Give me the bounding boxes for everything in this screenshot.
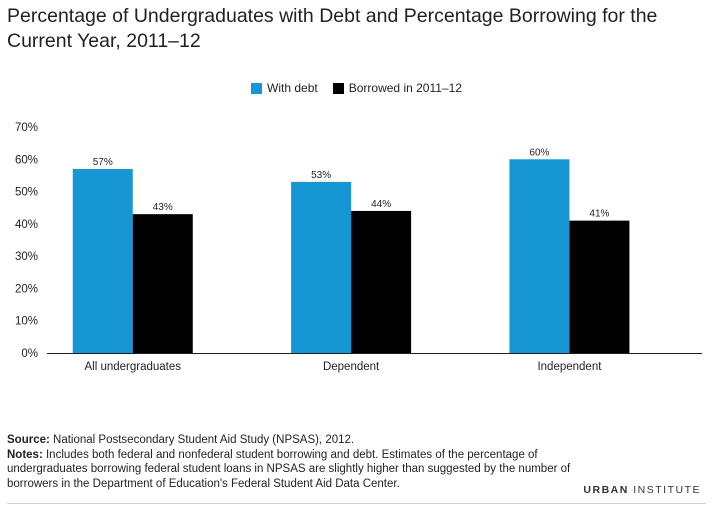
x-category-label: All undergraduates	[84, 361, 181, 373]
bar	[569, 220, 630, 353]
logo-word-urban: URBAN	[583, 484, 629, 496]
bar	[132, 214, 193, 353]
source-label: Source:	[7, 434, 50, 446]
legend-item-with-debt: With debt	[251, 81, 318, 95]
y-tick-label: 10%	[15, 316, 38, 328]
y-tick-label: 60%	[15, 154, 38, 166]
chart-title: Percentage of Undergraduates with Debt a…	[7, 5, 658, 52]
y-tick-label: 30%	[15, 251, 38, 263]
bar-chart: 0% 10% 20% 30% 40% 50% 60% 70% 57% 43% All undergr…	[15, 122, 702, 373]
bar	[351, 210, 412, 353]
bar-data-label: 44%	[371, 199, 391, 210]
legend-swatch-borrowed	[332, 82, 344, 94]
bar-data-label: 57%	[93, 157, 113, 168]
footer-divider	[7, 503, 706, 504]
chart-footnotes: Source: National Postsecondary Student A…	[7, 433, 607, 491]
bar	[72, 168, 133, 353]
y-tick-label: 50%	[15, 187, 38, 199]
bar	[291, 181, 352, 353]
y-tick-label: 70%	[15, 122, 38, 134]
logo-word-institute: INSTITUTE	[633, 484, 701, 496]
notes-text: Includes both federal and nonfederal stu…	[7, 448, 571, 490]
source-text: National Postsecondary Student Aid Study…	[53, 434, 355, 446]
urban-institute-logo: URBAN INSTITUTE	[583, 484, 701, 496]
legend-swatch-with-debt	[251, 82, 263, 94]
bar-data-label: 53%	[311, 170, 331, 181]
legend-item-borrowed: Borrowed in 2011–12	[332, 81, 462, 95]
bar	[509, 159, 570, 353]
notes-line: Notes: Includes both federal and nonfede…	[7, 448, 607, 492]
x-category-label: Dependent	[323, 361, 380, 373]
chart-legend: With debt Borrowed in 2011–12	[0, 81, 713, 95]
source-line: Source: National Postsecondary Student A…	[7, 433, 607, 448]
legend-label-with-debt: With debt	[267, 81, 318, 95]
y-tick-label: 40%	[15, 219, 38, 231]
legend-label-borrowed: Borrowed in 2011–12	[348, 81, 462, 95]
x-category-label: Independent	[537, 361, 602, 373]
y-tick-label: 20%	[15, 283, 38, 295]
y-tick-label: 0%	[21, 348, 38, 360]
notes-label: Notes:	[7, 448, 43, 461]
bar-data-label: 60%	[529, 147, 549, 158]
bar-data-label: 41%	[589, 209, 609, 220]
bar-data-label: 43%	[153, 202, 173, 213]
